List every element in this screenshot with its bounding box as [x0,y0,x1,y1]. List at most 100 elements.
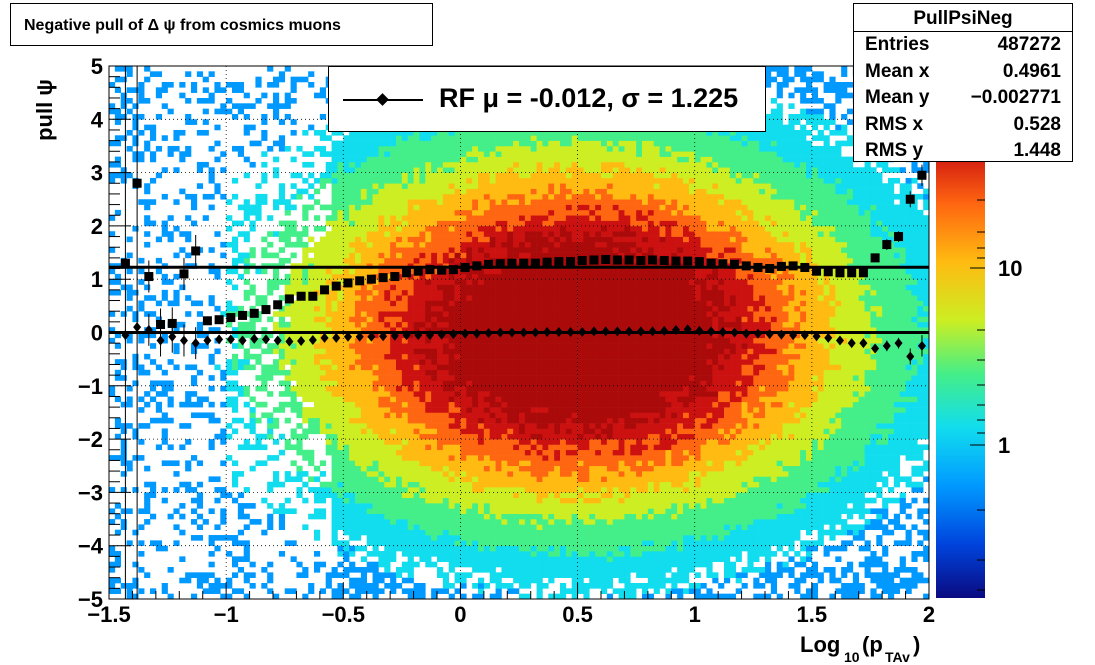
heatmap-cell [407,439,414,445]
heatmap-cell [542,375,549,381]
heatmap-cell [366,353,373,360]
heatmap-cell [548,167,555,173]
heatmap-cell [524,252,532,259]
heatmap-cell [483,273,491,280]
heatmap-cell [302,497,309,504]
heatmap-cell [314,567,321,573]
heatmap-cell [448,231,455,237]
heatmap-cell [384,289,391,296]
heatmap-cell [483,215,491,221]
heatmap-cell [536,567,543,573]
heatmap-cell [208,145,215,152]
heatmap-cell [454,481,461,488]
heatmap-cell [372,535,379,541]
heatmap-cell [396,311,403,317]
heatmap-cell [378,401,385,408]
heatmap-cell [384,209,391,216]
heatmap-cell [185,252,192,259]
heatmap-cell [554,428,561,435]
heatmap-cell [519,503,526,509]
heatmap-cell [343,140,350,147]
heatmap-cell [390,279,397,285]
heatmap-cell [390,252,397,259]
heatmap-cell [489,412,496,419]
heatmap-cell [466,353,473,360]
heatmap-cell [302,359,309,365]
heatmap-cell [478,199,485,205]
heatmap-cell [185,465,192,472]
heatmap-cell [378,193,385,200]
heatmap-cell [191,412,198,419]
heatmap-cell [360,231,368,237]
heatmap-cell [273,108,280,115]
heatmap-cell [437,471,444,477]
heatmap-cell [378,417,385,424]
heatmap-cell [442,167,450,173]
heatmap-cell [554,471,561,477]
heatmap-cell [460,177,467,184]
heatmap-cell [366,135,373,141]
heatmap-cell [419,471,426,477]
heatmap-cell [167,236,174,243]
heatmap-cell [278,343,286,349]
heatmap-cell [331,455,338,461]
heatmap-cell [372,380,379,387]
heatmap-cell [466,199,473,205]
heatmap-cell [478,247,485,253]
heatmap-cell [507,268,514,275]
heatmap-cell [273,423,280,429]
heatmap-cell [226,401,233,408]
heatmap-cell [396,289,403,296]
heatmap-cell [530,284,537,291]
heatmap-cell [507,535,514,541]
heatmap-cell [308,455,315,461]
heatmap-cell [437,385,444,392]
heatmap-cell [366,417,373,424]
heatmap-cell [372,129,379,136]
heatmap-cell [442,375,450,381]
heatmap-cell [378,385,385,392]
heatmap-cell [478,492,485,499]
heatmap-cell [314,529,321,536]
heatmap-cell [466,508,473,515]
heatmap-cell [284,348,291,355]
heatmap-cell [296,236,303,243]
heatmap-cell [472,268,479,275]
heatmap-cell [530,241,537,248]
heatmap-cell [501,268,508,275]
heatmap-cell [483,487,491,493]
heatmap-cell [214,188,221,195]
heatmap-cell [419,231,426,237]
heatmap-cell [331,519,338,525]
heatmap-cell [413,172,420,179]
heatmap-cell [261,369,268,376]
heatmap-cell [419,497,426,504]
heatmap-cell [501,513,508,520]
heatmap-cell [196,321,204,328]
heatmap-cell [401,396,409,403]
heatmap-cell [384,300,391,307]
heatmap-cell [431,305,438,312]
heatmap-cell [360,199,368,205]
heatmap-cell [437,529,444,536]
heatmap-cell [343,487,350,493]
heatmap-cell [284,92,291,99]
heatmap-cell [472,241,479,248]
heatmap-cell [554,465,561,472]
heatmap-cell [448,535,455,541]
heatmap-cell [150,417,157,424]
heatmap-cell [150,311,157,317]
heatmap-cell [284,353,291,360]
heatmap-cell [390,236,397,243]
heatmap-cell [524,572,532,578]
heatmap-cell [237,103,245,109]
heatmap-cell [507,353,514,360]
heatmap-cell [308,247,315,253]
heatmap-cell [372,407,379,413]
heatmap-cell [360,129,368,136]
heatmap-cell [454,316,461,323]
heatmap-cell [355,433,362,440]
heatmap-cell [290,391,297,397]
heatmap-cell [349,524,356,531]
heatmap-cell [337,177,344,184]
